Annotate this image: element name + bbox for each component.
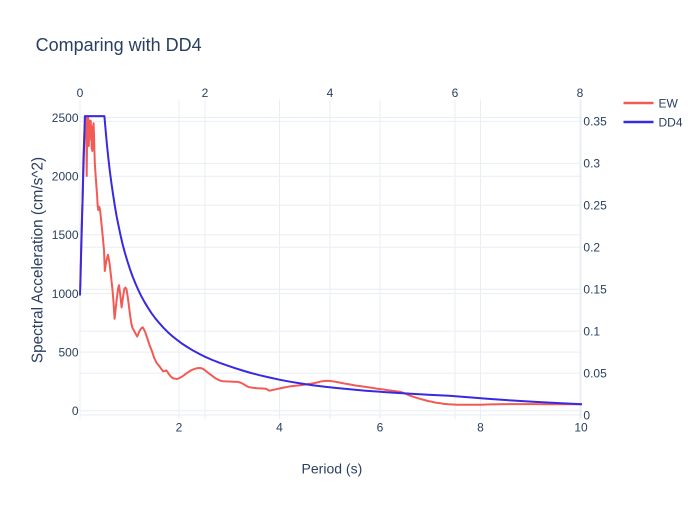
svg-text:2500: 2500 (52, 111, 79, 125)
svg-text:0.1: 0.1 (583, 324, 600, 338)
svg-text:500: 500 (58, 345, 78, 359)
svg-text:Period (s): Period (s) (302, 460, 363, 476)
svg-text:8: 8 (477, 421, 484, 435)
svg-text:0.25: 0.25 (583, 199, 607, 213)
svg-text:0.15: 0.15 (583, 283, 607, 297)
svg-text:Comparing with DD4: Comparing with DD4 (36, 35, 202, 55)
svg-text:DD4: DD4 (659, 115, 683, 129)
svg-text:8: 8 (577, 86, 584, 100)
svg-text:6: 6 (452, 86, 459, 100)
svg-text:0: 0 (77, 86, 84, 100)
svg-text:0.3: 0.3 (583, 157, 600, 171)
svg-text:0.35: 0.35 (583, 115, 607, 129)
svg-text:4: 4 (327, 86, 334, 100)
svg-text:2000: 2000 (52, 170, 79, 184)
svg-text:0.05: 0.05 (583, 366, 607, 380)
svg-text:2: 2 (202, 86, 209, 100)
svg-text:0.2: 0.2 (583, 241, 600, 255)
svg-text:0: 0 (583, 408, 590, 422)
svg-text:4: 4 (276, 421, 283, 435)
svg-text:Spectral Acceleration (cm/s^2): Spectral Acceleration (cm/s^2) (30, 157, 47, 363)
svg-text:10: 10 (574, 421, 588, 435)
svg-text:EW: EW (659, 96, 679, 110)
svg-text:1500: 1500 (52, 228, 79, 242)
svg-text:2: 2 (176, 421, 183, 435)
svg-text:1000: 1000 (52, 287, 79, 301)
svg-text:0: 0 (72, 404, 79, 418)
svg-text:6: 6 (377, 421, 384, 435)
